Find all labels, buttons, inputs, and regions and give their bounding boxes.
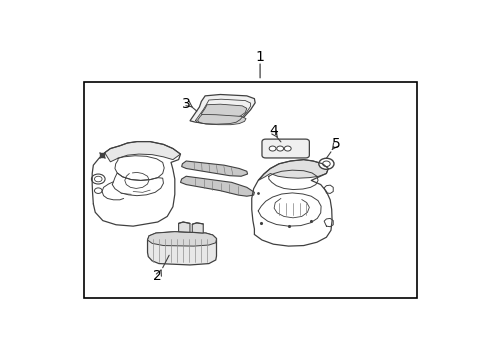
Text: 2: 2	[153, 269, 162, 283]
Polygon shape	[197, 114, 245, 125]
Polygon shape	[147, 232, 216, 265]
Polygon shape	[192, 223, 203, 233]
Text: 3: 3	[182, 96, 190, 111]
Polygon shape	[147, 232, 216, 246]
Circle shape	[322, 161, 329, 167]
Text: 5: 5	[331, 137, 340, 151]
Circle shape	[284, 146, 290, 151]
Text: 4: 4	[268, 124, 277, 138]
Polygon shape	[180, 176, 254, 196]
FancyBboxPatch shape	[262, 139, 309, 158]
Text: 1: 1	[255, 50, 264, 64]
Polygon shape	[178, 222, 189, 232]
Polygon shape	[181, 161, 247, 176]
Polygon shape	[201, 104, 246, 118]
Circle shape	[318, 158, 333, 169]
Bar	[84, 82, 416, 298]
Circle shape	[268, 146, 275, 151]
Circle shape	[276, 146, 283, 151]
Polygon shape	[104, 141, 180, 162]
Polygon shape	[189, 94, 255, 123]
Polygon shape	[258, 159, 327, 180]
